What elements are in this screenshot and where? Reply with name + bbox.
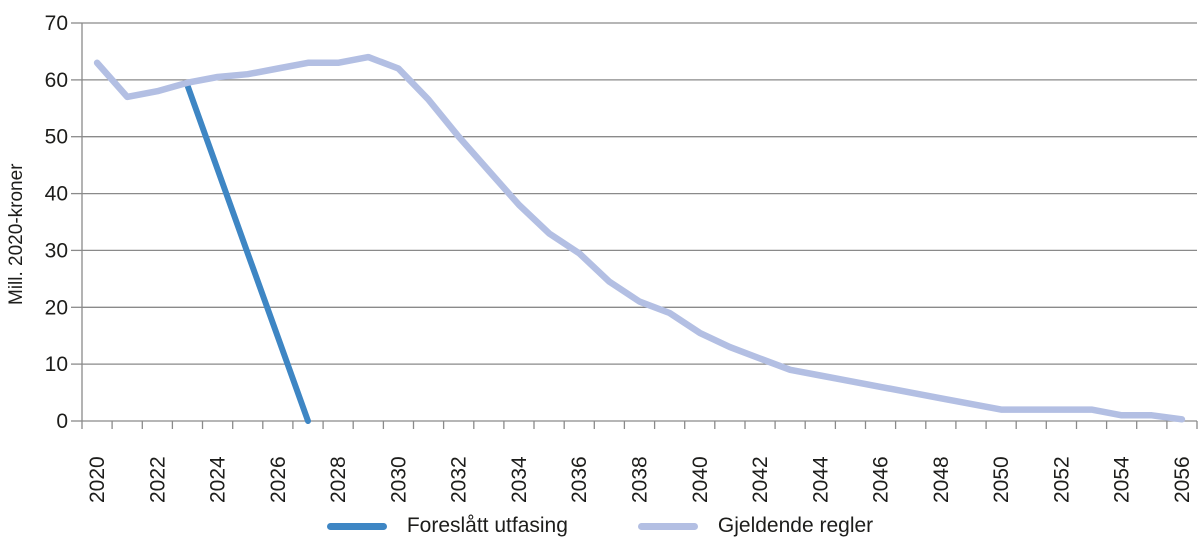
y-tick-label: 10	[45, 353, 68, 376]
legend-item-foreslatt-utfasing: Foreslått utfasing	[326, 514, 568, 538]
x-tick-label: 2050	[990, 456, 1013, 503]
x-tick-label: 2042	[749, 456, 772, 503]
x-tick-label: 2054	[1111, 456, 1134, 503]
y-tick-label: 50	[45, 126, 68, 149]
legend: Foreslått utfasing Gjeldende regler	[0, 514, 1200, 538]
x-tick-label: 2038	[629, 456, 652, 503]
legend-item-gjeldende-regler: Gjeldende regler	[637, 514, 874, 538]
x-tick-label: 2036	[568, 456, 591, 503]
series-line-gjeldende-regler	[93, 53, 1186, 423]
x-tick-label: 2030	[387, 456, 410, 503]
series-line-foresl-tt-utfasing	[184, 82, 311, 424]
x-tick-label: 2034	[508, 456, 531, 503]
y-tick-label: 20	[45, 296, 68, 319]
x-tick-label: 2052	[1050, 456, 1073, 503]
y-tick-label: 70	[45, 12, 68, 35]
x-tick-label: 2056	[1171, 456, 1194, 503]
y-tick-label: 30	[45, 239, 68, 262]
x-tick-label: 2044	[809, 456, 832, 503]
legend-swatch-gjeldende-regler	[637, 522, 698, 530]
y-axis-title: Mill. 2020-kroner	[6, 163, 27, 306]
x-tick-label: 2022	[146, 456, 169, 503]
x-tick-label: 2028	[327, 456, 350, 503]
x-tick-label: 2048	[930, 456, 953, 503]
legend-label: Foreslått utfasing	[406, 514, 568, 537]
x-tick-label: 2020	[86, 456, 109, 503]
y-tick-label: 0	[56, 410, 68, 433]
y-tick-label: 40	[45, 183, 68, 206]
legend-label: Gjeldende regler	[717, 514, 874, 537]
y-tick-label: 60	[45, 69, 68, 92]
x-tick-label: 2046	[870, 456, 893, 503]
x-tick-label: 2024	[207, 456, 230, 503]
legend-swatch-foreslatt-utfasing	[326, 522, 387, 530]
x-tick-label: 2032	[448, 456, 471, 503]
x-tick-label: 2040	[689, 456, 712, 503]
x-tick-label: 2026	[267, 456, 290, 503]
